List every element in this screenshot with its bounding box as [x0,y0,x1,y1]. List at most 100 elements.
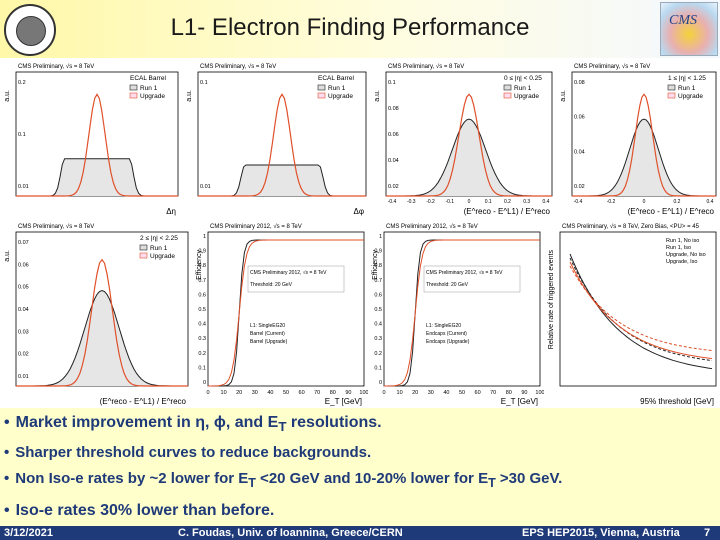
x-tick-label: -0.2 [607,199,616,205]
y-axis-label: Efficiency [372,250,379,280]
plot-turnon-single: CMS Preliminary 2012, √s = 8 TeV Efficien… [192,218,369,408]
efficiency-curve [208,239,364,387]
x-tick-label: 30 [252,390,258,396]
legend-upgrade-label: Upgrade [150,253,175,260]
x-tick-label: 0.2 [674,199,681,205]
x-tick-label: 80 [330,390,336,396]
university-logo [4,4,56,56]
y-tick-label: 0.06 [18,262,29,268]
y-tick-label: 0.4 [374,322,382,328]
x-axis-label: 95% threshold [GeV] [640,397,714,406]
x-tick-label: 0.3 [523,199,530,205]
run1-fill [16,158,178,196]
x-tick-label: -0.1 [445,199,454,205]
y-axis-label: a.u. [4,250,11,262]
y-tick-label: 0.02 [574,184,585,190]
info-box [423,265,521,293]
y-tick-label: 0.04 [388,158,399,164]
rate-curve [569,257,713,362]
info-cms-label: CMS Preliminary 2012, √s = 8 TeV [426,269,503,276]
footer-author: C. Foudas, Univ. of Ioannina, Greece/CER… [178,527,403,539]
plot-svg: CMS Preliminary, √s = 8 TeV a.u. Δη 0.2 0.1 0… [4,63,179,216]
x-tick-label: -0.4 [388,199,397,205]
bullet-dot-icon: • [4,414,10,431]
x-tick-label: -0.2 [426,199,435,205]
legend-run1-label: Run 1 [678,85,696,92]
y-tick-label: 0.01 [18,374,29,380]
x-tick-label: 0 [206,390,209,396]
footer-date: 3/12/2021 [4,527,53,539]
info-cms-label: CMS Preliminary 2012, √s = 8 TeV [250,269,327,276]
y-tick-label: 0.9 [198,249,206,255]
legend-rate-label: Run 1, Iso [666,245,691,251]
x-tick-label: 10 [221,390,227,396]
x-tick-label: 0.1 [485,199,492,205]
bullet-resolution: • Market improvement in η, ϕ, and ET reso… [4,414,382,435]
run1-fill [572,119,716,196]
legend-upgrade-label: Upgrade [328,93,353,100]
x-axis-label: (E^reco - E^L1) / E^reco [464,207,551,216]
legend-turnon-label: Barrel (Upgrade) [250,339,288,345]
bullet-dot-icon: • [4,444,10,461]
slide-title: L1- Electron Finding Performance [170,14,530,41]
plot-svg: CMS Preliminary, √s = 8 TeV, Zero Bias, … [548,223,717,406]
y-axis-label: a.u. [374,90,381,102]
cms-preliminary-label: CMS Preliminary 2012, √s = 8 TeV [210,223,302,230]
legend-upgrade-label: Upgrade [140,93,165,100]
x-tick-label: 0.4 [543,199,550,205]
x-tick-label: 60 [299,390,305,396]
y-tick-label: 0.1 [200,80,208,86]
x-tick-label: 70 [490,390,496,396]
cms-preliminary-label: CMS Preliminary, √s = 8 TeV [18,63,94,70]
y-tick-label: 0.06 [388,132,399,138]
x-tick-label: 20 [412,390,418,396]
cms-preliminary-label: CMS Preliminary, √s = 8 TeV [388,63,464,70]
footer-conference: EPS HEP2015, Vienna, Austria [522,527,680,539]
cms-logo-text: CMS [669,13,697,28]
cms-preliminary-label: CMS Preliminary, √s = 8 TeV [18,223,94,230]
x-tick-label: 90 [345,390,351,396]
bullet-dot-icon: • [4,470,10,487]
plot-rates: CMS Preliminary, √s = 8 TeV, Zero Bias, … [544,218,720,408]
y-tick-label: 0.3 [374,336,382,342]
plot-eta-barrel: CMS Preliminary, √s = 8 TeV a.u. Δη 0.2 0.1 0… [0,58,183,218]
cms-preliminary-label: CMS Preliminary, √s = 8 TeV [574,63,650,70]
legend-turnon-label: Endcaps (Current) [426,331,467,337]
footer-page-number: 7 [704,527,711,539]
legend-turnon-label: Barrel (Current) [250,331,285,337]
x-axis-label: Δη [166,207,176,216]
plot-svg: CMS Preliminary 2012, √s = 8 TeV Efficien… [196,223,368,406]
x-tick-label: -0.3 [407,199,416,205]
plot-frame [559,231,717,387]
x-tick-label: 0 [382,390,385,396]
y-tick-label: 0.01 [200,184,211,190]
y-tick-label: 0.01 [18,184,29,190]
y-axis-label: a.u. [4,90,11,102]
threshold-label: Threshold: 20 GeV [426,282,469,288]
x-tick-label: 100 [535,390,544,396]
y-tick-label: 0.06 [574,115,585,121]
region-label: 2 ≤ |η| < 2.25 [140,235,178,242]
y-tick-label: 0.03 [18,329,29,335]
y-tick-label: 0 [203,380,206,386]
plot-svg: CMS Preliminary, √s = 8 TeV a.u. (E^reco -… [560,63,717,216]
plot-frame [383,231,541,387]
legend-run1-swatch [503,84,512,91]
y-tick-label: 0.5 [198,307,206,313]
x-axis-label: (E^reco - E^L1) / E^reco [628,207,715,216]
x-tick-label: 0 [643,199,646,205]
plot-svg: CMS Preliminary, √s = 8 TeV a.u. (E^reco -… [374,63,553,216]
university-seal-icon [16,16,46,46]
y-tick-label: 0.2 [18,80,26,86]
y-tick-label: 0.4 [198,322,206,328]
legend-run1-label: Run 1 [328,85,346,92]
upgrade-histogram [16,258,188,387]
y-tick-label: 0.02 [18,352,29,358]
legend-upgrade-label: Upgrade [678,93,703,100]
y-tick-label: 0.05 [18,285,29,291]
y-tick-label: 0.1 [198,365,206,371]
upgrade-histogram [198,93,366,197]
y-tick-label: 0.3 [198,336,206,342]
y-tick-label: 0.08 [388,106,399,112]
x-tick-label: 0.4 [707,199,714,205]
